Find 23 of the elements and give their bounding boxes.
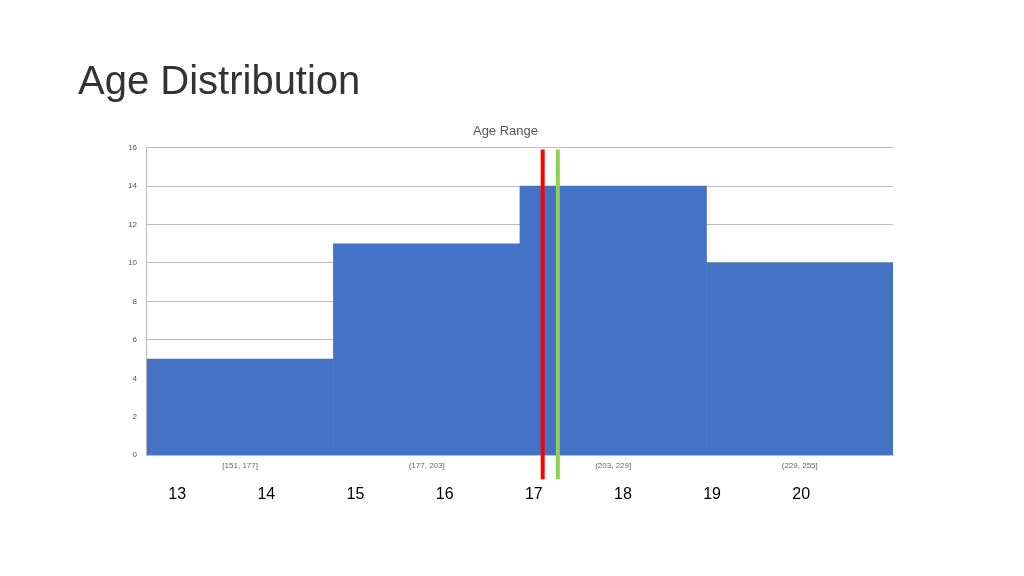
chart-subtitle: Age Range [472, 123, 539, 139]
x-tick-label: (229, 255] [781, 461, 818, 471]
y-tick-label: 6 [132, 335, 138, 345]
y-tick-label: 14 [127, 181, 138, 191]
x2-tick-label: 14 [257, 484, 276, 502]
y-tick-label: 12 [127, 219, 138, 229]
x-tick-label: (203, 229] [595, 461, 632, 471]
x-tick-label: [151, 177] [222, 461, 258, 471]
y-tick-label: 2 [132, 411, 138, 421]
x2-tick-label: 15 [346, 484, 365, 502]
x2-tick-label: 16 [435, 484, 454, 502]
y-tick-label: 10 [127, 258, 138, 268]
chart-title: Age Distribution [78, 58, 361, 103]
y-tick-label: 8 [132, 296, 138, 306]
x2-tick-label: 19 [703, 484, 722, 502]
y-tick-label: 0 [132, 450, 138, 460]
x2-tick-label: 17 [524, 484, 543, 502]
x2-tick-label: 18 [614, 484, 632, 502]
x-tick-label: (177, 203] [408, 461, 445, 471]
y-tick-label: 16 [127, 142, 138, 152]
y-tick-label: 4 [132, 373, 138, 383]
x2-tick-label: 20 [792, 484, 811, 502]
x2-tick-label: 13 [168, 484, 187, 502]
